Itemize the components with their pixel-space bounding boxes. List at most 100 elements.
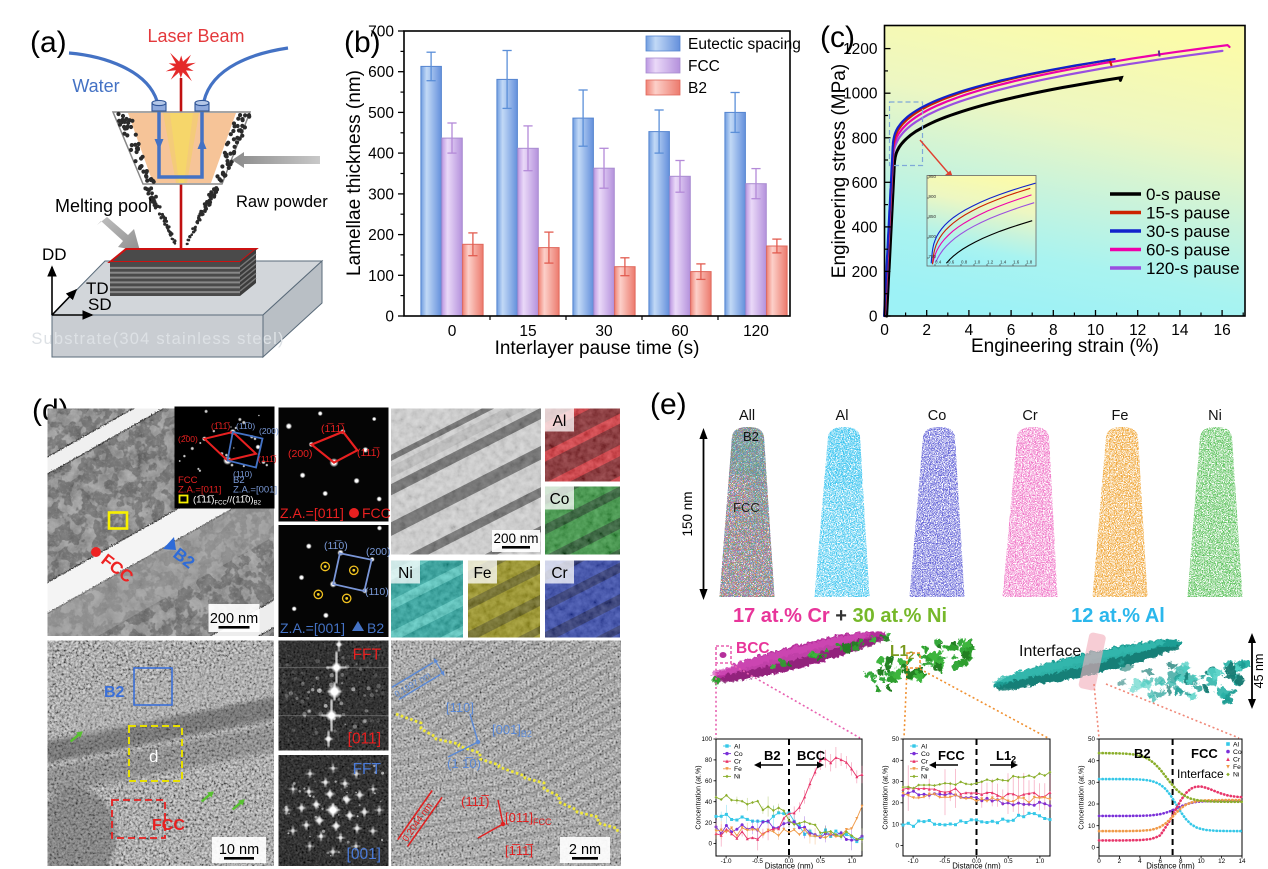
svg-text:Co: Co bbox=[734, 751, 743, 758]
svg-text:(200): (200) bbox=[259, 426, 279, 436]
svg-text:B2: B2 bbox=[1134, 746, 1151, 761]
svg-text:Z.A.=[001]: Z.A.=[001] bbox=[280, 620, 345, 636]
svg-text:150 nm: 150 nm bbox=[680, 491, 695, 536]
svg-text:900: 900 bbox=[929, 194, 937, 199]
svg-text:(e): (e) bbox=[650, 388, 687, 421]
svg-text:-1.0: -1.0 bbox=[908, 858, 919, 865]
svg-text:Laser Beam: Laser Beam bbox=[147, 26, 244, 46]
svg-text:15: 15 bbox=[519, 323, 536, 340]
svg-text:20: 20 bbox=[892, 800, 900, 807]
svg-text:15-s pause: 15-s pause bbox=[1146, 204, 1230, 223]
svg-text:0-s pause: 0-s pause bbox=[1146, 185, 1221, 204]
svg-text:(111̅): (111̅) bbox=[357, 447, 380, 459]
svg-text:45 nm: 45 nm bbox=[1252, 654, 1266, 689]
svg-text:Fe: Fe bbox=[473, 565, 491, 582]
svg-text:8: 8 bbox=[1049, 322, 1058, 339]
svg-text:1.8: 1.8 bbox=[1026, 260, 1033, 265]
svg-text:20: 20 bbox=[705, 820, 713, 827]
svg-text:(11̅0): (11̅0) bbox=[236, 421, 255, 431]
svg-text:20: 20 bbox=[1088, 801, 1096, 808]
svg-text:Fe: Fe bbox=[1112, 408, 1129, 424]
svg-text:Ni: Ni bbox=[398, 565, 413, 582]
svg-text:0: 0 bbox=[880, 322, 889, 339]
svg-text:4: 4 bbox=[1138, 858, 1142, 865]
svg-text:(1 1̅0): (1 1̅0) bbox=[447, 756, 481, 771]
svg-text:Water: Water bbox=[72, 76, 119, 96]
svg-text:-1.0: -1.0 bbox=[721, 858, 732, 865]
svg-text:1.0: 1.0 bbox=[1036, 858, 1045, 865]
svg-text:Ni: Ni bbox=[734, 774, 741, 781]
svg-text:Co: Co bbox=[1233, 749, 1242, 756]
svg-text:FCC: FCC bbox=[688, 58, 720, 75]
svg-text:FFT: FFT bbox=[353, 761, 382, 778]
svg-text:700: 700 bbox=[368, 24, 394, 41]
svg-text:0: 0 bbox=[869, 309, 878, 326]
svg-text:B2: B2 bbox=[743, 429, 759, 444]
svg-text:Al: Al bbox=[836, 408, 849, 424]
svg-text:1.4: 1.4 bbox=[1000, 260, 1007, 265]
svg-text:0.0: 0.0 bbox=[972, 858, 981, 865]
svg-text:1.6: 1.6 bbox=[1013, 260, 1020, 265]
svg-text:Concentration (at.%): Concentration (at.%) bbox=[1079, 765, 1086, 829]
svg-text:100: 100 bbox=[701, 736, 712, 743]
svg-text:600: 600 bbox=[368, 64, 394, 81]
svg-text:0.6: 0.6 bbox=[948, 260, 955, 265]
svg-text:Interface: Interface bbox=[1177, 767, 1224, 781]
svg-text:Al: Al bbox=[921, 743, 928, 750]
svg-text:400: 400 bbox=[852, 219, 878, 236]
svg-text:0: 0 bbox=[1097, 858, 1101, 865]
svg-text:Cr: Cr bbox=[1022, 408, 1037, 424]
svg-text:Distance (nm): Distance (nm) bbox=[952, 862, 1001, 869]
svg-text:[1̅11̅]: [1̅11̅] bbox=[505, 843, 533, 858]
svg-text:0: 0 bbox=[385, 309, 394, 326]
svg-text:0.5: 0.5 bbox=[1004, 858, 1013, 865]
svg-text:(11̅0): (11̅0) bbox=[324, 540, 348, 552]
svg-text:Fe: Fe bbox=[734, 766, 742, 773]
svg-text:Concentration (at.%): Concentration (at.%) bbox=[696, 765, 703, 829]
svg-text:All: All bbox=[739, 408, 755, 424]
svg-text:B2: B2 bbox=[764, 748, 781, 763]
svg-text:40: 40 bbox=[705, 799, 713, 806]
svg-text:0: 0 bbox=[708, 841, 712, 848]
svg-text:1.2: 1.2 bbox=[987, 260, 994, 265]
svg-text:FCC: FCC bbox=[178, 475, 198, 486]
svg-text:400: 400 bbox=[368, 146, 394, 163]
svg-text:(110): (110) bbox=[365, 586, 389, 598]
svg-text:Melting pool: Melting pool bbox=[55, 196, 152, 216]
svg-text:2 nm: 2 nm bbox=[569, 842, 601, 858]
svg-text:L12: L12 bbox=[996, 748, 1016, 765]
svg-text:14: 14 bbox=[1238, 858, 1246, 865]
svg-text:30: 30 bbox=[892, 779, 900, 786]
svg-text:L12: L12 bbox=[890, 643, 914, 662]
svg-text:Concentration (at.%): Concentration (at.%) bbox=[883, 765, 890, 829]
svg-text:300: 300 bbox=[368, 186, 394, 203]
svg-text:FCC: FCC bbox=[938, 748, 965, 763]
svg-text:60: 60 bbox=[671, 323, 689, 340]
svg-text:Lamellae thickness (nm): Lamellae thickness (nm) bbox=[344, 70, 365, 276]
svg-text:Ni: Ni bbox=[921, 774, 928, 781]
svg-text:Ni: Ni bbox=[1208, 408, 1222, 424]
svg-text:Engineering stress (MPa): Engineering stress (MPa) bbox=[829, 64, 850, 278]
svg-text:30-s pause: 30-s pause bbox=[1146, 222, 1230, 241]
svg-text:Raw powder: Raw powder bbox=[236, 193, 328, 211]
svg-text:DD: DD bbox=[42, 245, 67, 264]
svg-text:Cr: Cr bbox=[1233, 757, 1241, 764]
svg-text:30: 30 bbox=[1088, 780, 1096, 787]
svg-text:6: 6 bbox=[1159, 858, 1163, 865]
svg-text:2: 2 bbox=[922, 322, 931, 339]
svg-text:SD: SD bbox=[88, 295, 112, 314]
svg-text:Co: Co bbox=[550, 491, 570, 508]
svg-text:Cr: Cr bbox=[551, 565, 567, 582]
svg-text:B2: B2 bbox=[233, 475, 245, 486]
svg-text:Interlayer pause time (s): Interlayer pause time (s) bbox=[495, 338, 700, 359]
svg-text:(111̅): (111̅) bbox=[258, 454, 277, 464]
svg-text:10: 10 bbox=[1088, 823, 1096, 830]
svg-text:(200): (200) bbox=[288, 448, 313, 460]
svg-text:[011]: [011] bbox=[348, 731, 381, 748]
svg-text:Distance (nm): Distance (nm) bbox=[1146, 862, 1195, 869]
svg-text:Al: Al bbox=[734, 743, 741, 750]
svg-text:BCC: BCC bbox=[736, 640, 770, 657]
svg-text:Cr: Cr bbox=[734, 759, 742, 766]
svg-text:500: 500 bbox=[368, 105, 394, 122]
svg-text:FCC: FCC bbox=[152, 817, 185, 834]
